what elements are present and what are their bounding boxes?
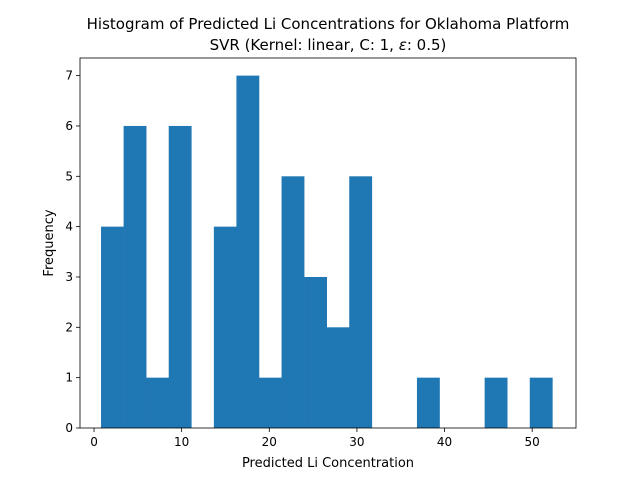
histogram-bar (484, 377, 508, 428)
y-tick-label: 5 (65, 169, 73, 183)
histogram-bar (168, 125, 192, 429)
plot-frame (79, 57, 577, 429)
x-tick-label: 0 (90, 435, 98, 449)
x-axis-ticks: 0 10 20 30 40 50 (90, 428, 540, 449)
x-tick-label: 40 (437, 435, 452, 449)
histogram-bar (258, 377, 282, 428)
histogram-bar (123, 125, 147, 429)
y-tick-label: 3 (65, 270, 73, 284)
histogram-bar (326, 327, 350, 428)
histogram-bar (529, 377, 553, 428)
histogram-bar (236, 75, 260, 428)
y-tick-label: 1 (65, 371, 73, 385)
chart-title: Histogram of Predicted Li Concentrations… (87, 15, 570, 33)
subtitle-suffix: : 0.5) (407, 36, 447, 54)
x-tick-label: 30 (349, 435, 364, 449)
histogram-bar (213, 226, 237, 428)
y-tick-label: 6 (65, 119, 73, 133)
subtitle-prefix: SVR (Kernel: linear, C: 1, (210, 36, 399, 54)
chart-subtitle: SVR (Kernel: linear, C: 1, ε: 0.5) (210, 36, 447, 54)
x-axis-label: Predicted Li Concentration (242, 456, 414, 471)
subtitle-epsilon: ε (399, 36, 407, 54)
y-tick-label: 7 (65, 69, 73, 83)
x-tick-label: 20 (262, 435, 277, 449)
y-tick-label: 2 (65, 320, 73, 334)
y-axis-label: Frequency (42, 209, 57, 276)
histogram-bar (281, 176, 305, 428)
y-axis-ticks: 0 1 2 3 4 5 6 7 (65, 69, 80, 435)
histogram-bar (349, 176, 373, 428)
histogram-bar (304, 276, 327, 428)
histogram-bar (101, 226, 124, 428)
histogram-bar (146, 377, 170, 428)
x-tick-label: 50 (525, 435, 540, 449)
histogram-bars (101, 75, 553, 429)
y-tick-label: 0 (65, 421, 73, 435)
y-tick-label: 4 (65, 220, 73, 234)
x-tick-label: 10 (174, 435, 189, 449)
histogram-bar (416, 377, 440, 428)
